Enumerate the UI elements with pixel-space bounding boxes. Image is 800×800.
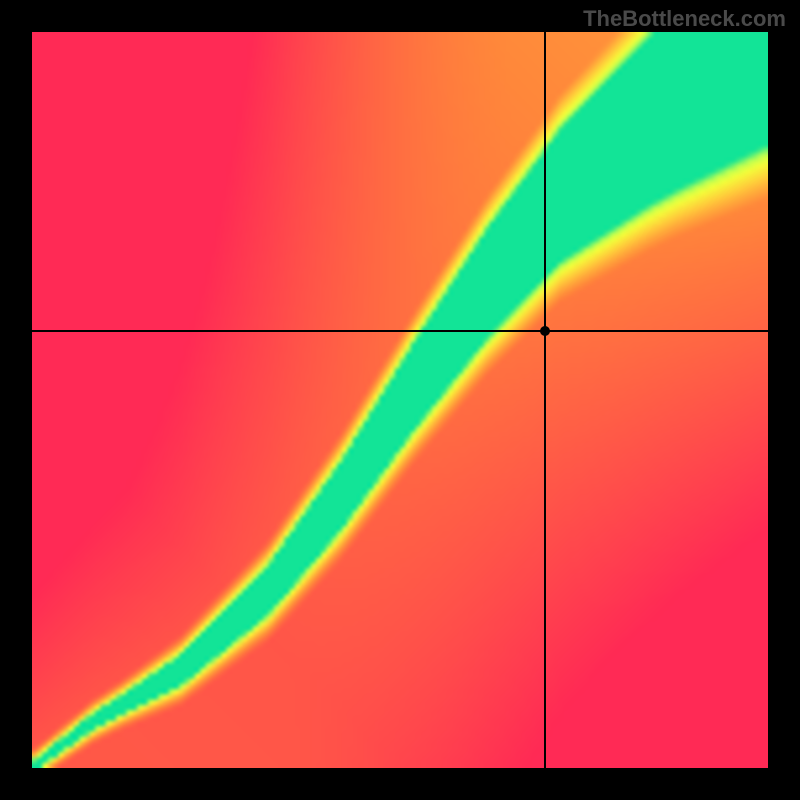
crosshair-vertical — [544, 32, 546, 768]
crosshair-horizontal — [32, 330, 768, 332]
heatmap-canvas — [32, 32, 768, 768]
crosshair-marker — [540, 326, 550, 336]
chart-container: TheBottleneck.com — [0, 0, 800, 800]
watermark-label: TheBottleneck.com — [583, 6, 786, 32]
